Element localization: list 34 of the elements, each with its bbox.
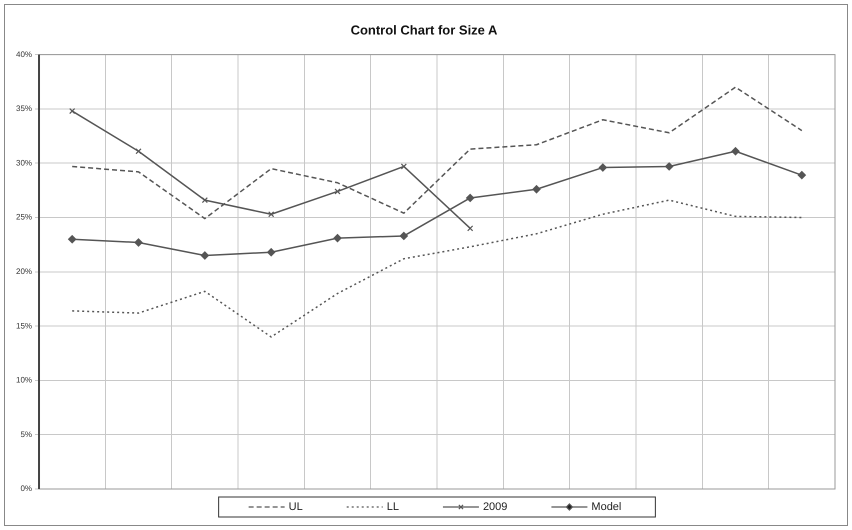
point (68, 235, 76, 244)
point (267, 248, 276, 256)
point (466, 194, 474, 202)
point (333, 234, 342, 242)
point (200, 251, 209, 260)
point (202, 197, 208, 204)
point (134, 238, 143, 247)
y-tick-label: 35% (16, 104, 32, 114)
point (334, 188, 341, 195)
point (798, 171, 806, 180)
legend-label: UL (288, 501, 303, 514)
y-tick-label: 25% (16, 212, 32, 222)
y-tick-label: 15% (16, 321, 32, 330)
point (665, 162, 674, 171)
point (69, 108, 76, 114)
point (400, 232, 408, 240)
line-series (71, 199, 803, 338)
y-tick-label: 5% (20, 430, 32, 439)
point (731, 147, 740, 156)
point (467, 225, 474, 232)
legend-label: LL (386, 501, 399, 514)
point (532, 185, 541, 194)
point (598, 163, 607, 172)
chart-title: Control Chart for Size A (350, 22, 498, 38)
point (135, 148, 142, 154)
y-tick-label: 30% (16, 158, 32, 168)
y-tick-label: 20% (16, 267, 32, 276)
y-tick-label: 10% (16, 376, 32, 385)
point (268, 211, 274, 218)
legend-label: 2009 (482, 501, 508, 514)
point (400, 163, 407, 170)
y-tick-label: 0% (20, 484, 32, 494)
legend-label: Model (591, 501, 622, 514)
y-tick-label: 40% (16, 50, 32, 59)
